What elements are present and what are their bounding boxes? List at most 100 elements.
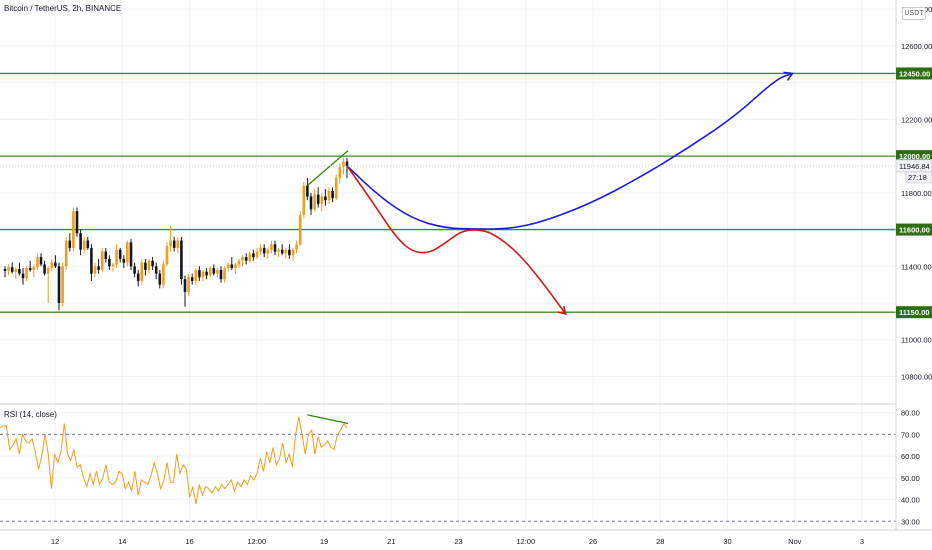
candle-body	[68, 240, 72, 248]
candle-body	[194, 269, 198, 281]
candle-body	[237, 260, 241, 265]
time-tick-label: 21	[387, 537, 395, 546]
countdown-tag	[905, 171, 932, 184]
candle-body	[219, 269, 223, 280]
candle-body	[288, 249, 291, 256]
candle-body	[10, 267, 14, 272]
candle-body	[176, 240, 180, 248]
candle-body	[97, 266, 100, 270]
candle-body	[273, 244, 277, 252]
rsi-tick-label: 40.00	[901, 496, 920, 505]
candle-body	[241, 257, 244, 261]
candle-body	[230, 264, 234, 269]
candle-body	[108, 258, 111, 267]
candle-body	[255, 251, 259, 258]
candle-body	[216, 269, 219, 274]
rsi-tick-label: 80.00	[901, 409, 920, 418]
candle-body	[306, 185, 309, 197]
candle-body	[324, 196, 327, 201]
candle-body	[205, 271, 208, 276]
level-price-label: 11150.00	[899, 308, 929, 317]
candle-body	[298, 214, 302, 245]
candle-body	[342, 161, 345, 168]
level-price-label: 12000.00	[899, 152, 930, 161]
candle-body	[25, 268, 28, 279]
candle-body	[266, 249, 270, 254]
candle-body	[165, 246, 169, 265]
candle-body	[36, 257, 39, 268]
candle-body	[327, 190, 331, 201]
level-price-tag	[896, 150, 932, 163]
price-tick-label: 12200.00	[901, 115, 932, 124]
candle-body	[320, 196, 324, 204]
candle-body	[169, 240, 172, 247]
time-tick-label: 26	[589, 537, 597, 546]
candle-body	[90, 247, 93, 274]
candle-body	[50, 262, 54, 269]
candle-body	[54, 262, 57, 267]
candle-body	[277, 249, 280, 252]
candle-body	[82, 240, 86, 250]
price-tick-label: 11800.00	[901, 189, 932, 198]
candle-body	[111, 264, 115, 267]
time-tick-label: 28	[656, 537, 664, 546]
price-tick-label: 10800.00	[901, 372, 932, 381]
countdown-label: 27:18	[908, 173, 927, 182]
price-tick-label: 12600.00	[901, 42, 932, 51]
candle-body	[345, 161, 349, 166]
candle-body	[136, 273, 140, 281]
candle-body	[151, 260, 154, 267]
candle-body	[7, 267, 10, 271]
time-tick-label: 16	[185, 537, 193, 546]
time-tick-label: 12:00	[516, 537, 535, 546]
candle-body	[172, 240, 176, 248]
candle-body	[18, 269, 21, 274]
candle-body	[198, 269, 201, 278]
candle-body	[39, 257, 43, 265]
candle-body	[144, 262, 147, 270]
candle-body	[129, 242, 133, 267]
candle-body	[21, 273, 25, 279]
candle-body	[302, 185, 306, 215]
level-price-tag	[896, 306, 932, 319]
candle-body	[280, 249, 284, 254]
candle-body	[270, 244, 273, 250]
price-tick-label: 11400.00	[901, 262, 932, 271]
candle-body	[14, 269, 18, 272]
candle-body	[262, 247, 266, 254]
candle-body	[93, 266, 97, 274]
candle-body	[126, 242, 129, 263]
candle-body	[331, 190, 334, 199]
time-tick-label: 12:00	[247, 537, 266, 546]
candle-body	[338, 167, 342, 179]
rsi-tick-label: 50.00	[901, 474, 920, 483]
chart-title: Bitcoin / TetherUS, 2h, BINANCE	[4, 4, 122, 13]
currency-badge[interactable]: USDT	[902, 7, 926, 20]
candle-body	[86, 240, 90, 248]
candle-body	[57, 266, 61, 303]
rsi-title: RSI (14, close)	[4, 410, 57, 419]
candle-body	[295, 244, 298, 250]
candle-body	[133, 266, 136, 274]
candle-body	[100, 251, 104, 270]
time-tick-label: 3	[860, 537, 864, 546]
price-tick-label: 11000.00	[901, 336, 932, 345]
candle-body	[154, 266, 158, 274]
candle-body	[259, 247, 262, 252]
price-divergence-line	[306, 150, 349, 186]
rsi-tick-label: 60.00	[901, 452, 920, 461]
candle-body	[187, 277, 190, 292]
rsi-tick-label: 70.00	[901, 430, 920, 439]
candle-body	[61, 266, 64, 303]
candle-body	[183, 279, 187, 292]
candle-body	[223, 268, 226, 280]
candle-body	[115, 249, 118, 265]
candle-body	[64, 240, 68, 267]
time-tick-label: 19	[320, 537, 328, 546]
candle-body	[180, 240, 183, 280]
level-price-label: 11600.00	[899, 226, 930, 235]
candle-body	[248, 253, 252, 261]
candle-body	[79, 233, 82, 250]
candle-body	[212, 268, 216, 274]
